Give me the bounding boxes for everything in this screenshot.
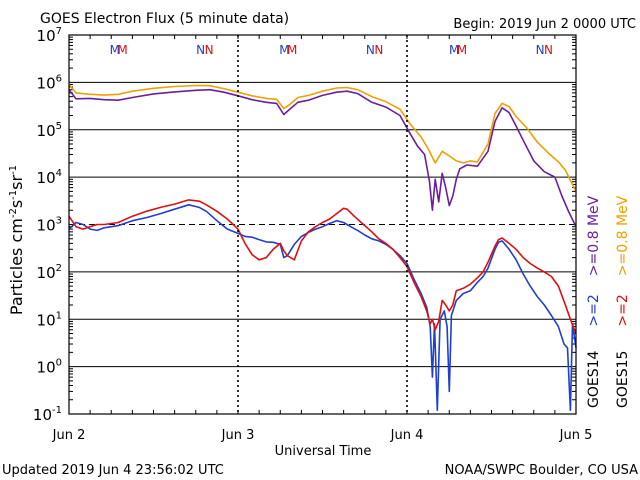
day-boundary-dashes xyxy=(237,35,408,414)
x-tick-label: Jun 3 xyxy=(221,428,255,443)
y-tick-label: 100 xyxy=(37,358,62,377)
series-line-1 xyxy=(68,88,577,228)
begin-label: Begin: 2019 Jun 2 0000 UTC xyxy=(453,17,636,32)
y-tick-label: 107 xyxy=(37,26,62,45)
position-marker: M xyxy=(110,43,120,57)
y-tick-label: 106 xyxy=(37,73,62,92)
legend-goes14: GOES14>=2>=0.8 MeV xyxy=(586,195,602,408)
position-marker: N xyxy=(196,43,205,57)
x-tick-labels: Jun 2 Jun 3 Jun 4 Jun 5 xyxy=(52,35,593,443)
y-tick-labels: 10-1 100 101 102 103 104 105 106 107 xyxy=(33,26,62,424)
chart-title: GOES Electron Flux (5 minute data) xyxy=(40,11,289,27)
position-marker: N xyxy=(544,43,553,57)
position-marker: N xyxy=(366,43,375,57)
data-series xyxy=(68,83,577,411)
updated-timestamp: Updated 2019 Jun 4 23:56:02 UTC xyxy=(2,463,224,478)
y-tick-label: 101 xyxy=(37,310,62,329)
series-line-2 xyxy=(68,83,577,192)
position-marker: M xyxy=(279,43,289,57)
satellite-position-markers: MM N N MM N N MM N N xyxy=(110,43,553,57)
position-marker: N xyxy=(205,43,214,57)
x-tick-label: Jun 5 xyxy=(559,428,593,443)
series-line-3 xyxy=(68,204,577,411)
position-marker: M xyxy=(117,43,127,57)
x-tick-label: Jun 4 xyxy=(390,428,424,443)
series-line-4 xyxy=(68,199,577,334)
position-marker: M xyxy=(457,43,467,57)
position-marker: M xyxy=(449,43,459,57)
y-tick-label: 105 xyxy=(37,121,62,140)
position-marker: M xyxy=(287,43,297,57)
y-axis-label: Particles cm-2s-1sr-1 xyxy=(7,165,26,315)
legend: GOES14>=2>=0.8 MeV GOES15>=2>=0.8 MeV xyxy=(586,195,631,408)
y-tick-label: 104 xyxy=(37,168,62,187)
credit-label: NOAA/SWPC Boulder, CO USA xyxy=(445,463,638,478)
position-marker: N xyxy=(536,43,545,57)
legend-goes15: GOES15>=2>=0.8 MeV xyxy=(615,195,631,408)
x-axis-label: Universal Time xyxy=(275,444,372,459)
x-tick-label: Jun 2 xyxy=(52,428,86,443)
y-tick-label: 10-1 xyxy=(33,405,62,424)
y-tick-label: 103 xyxy=(37,216,62,235)
position-marker: N xyxy=(374,43,383,57)
grid-lines xyxy=(69,36,576,401)
y-tick-label: 102 xyxy=(37,263,62,282)
